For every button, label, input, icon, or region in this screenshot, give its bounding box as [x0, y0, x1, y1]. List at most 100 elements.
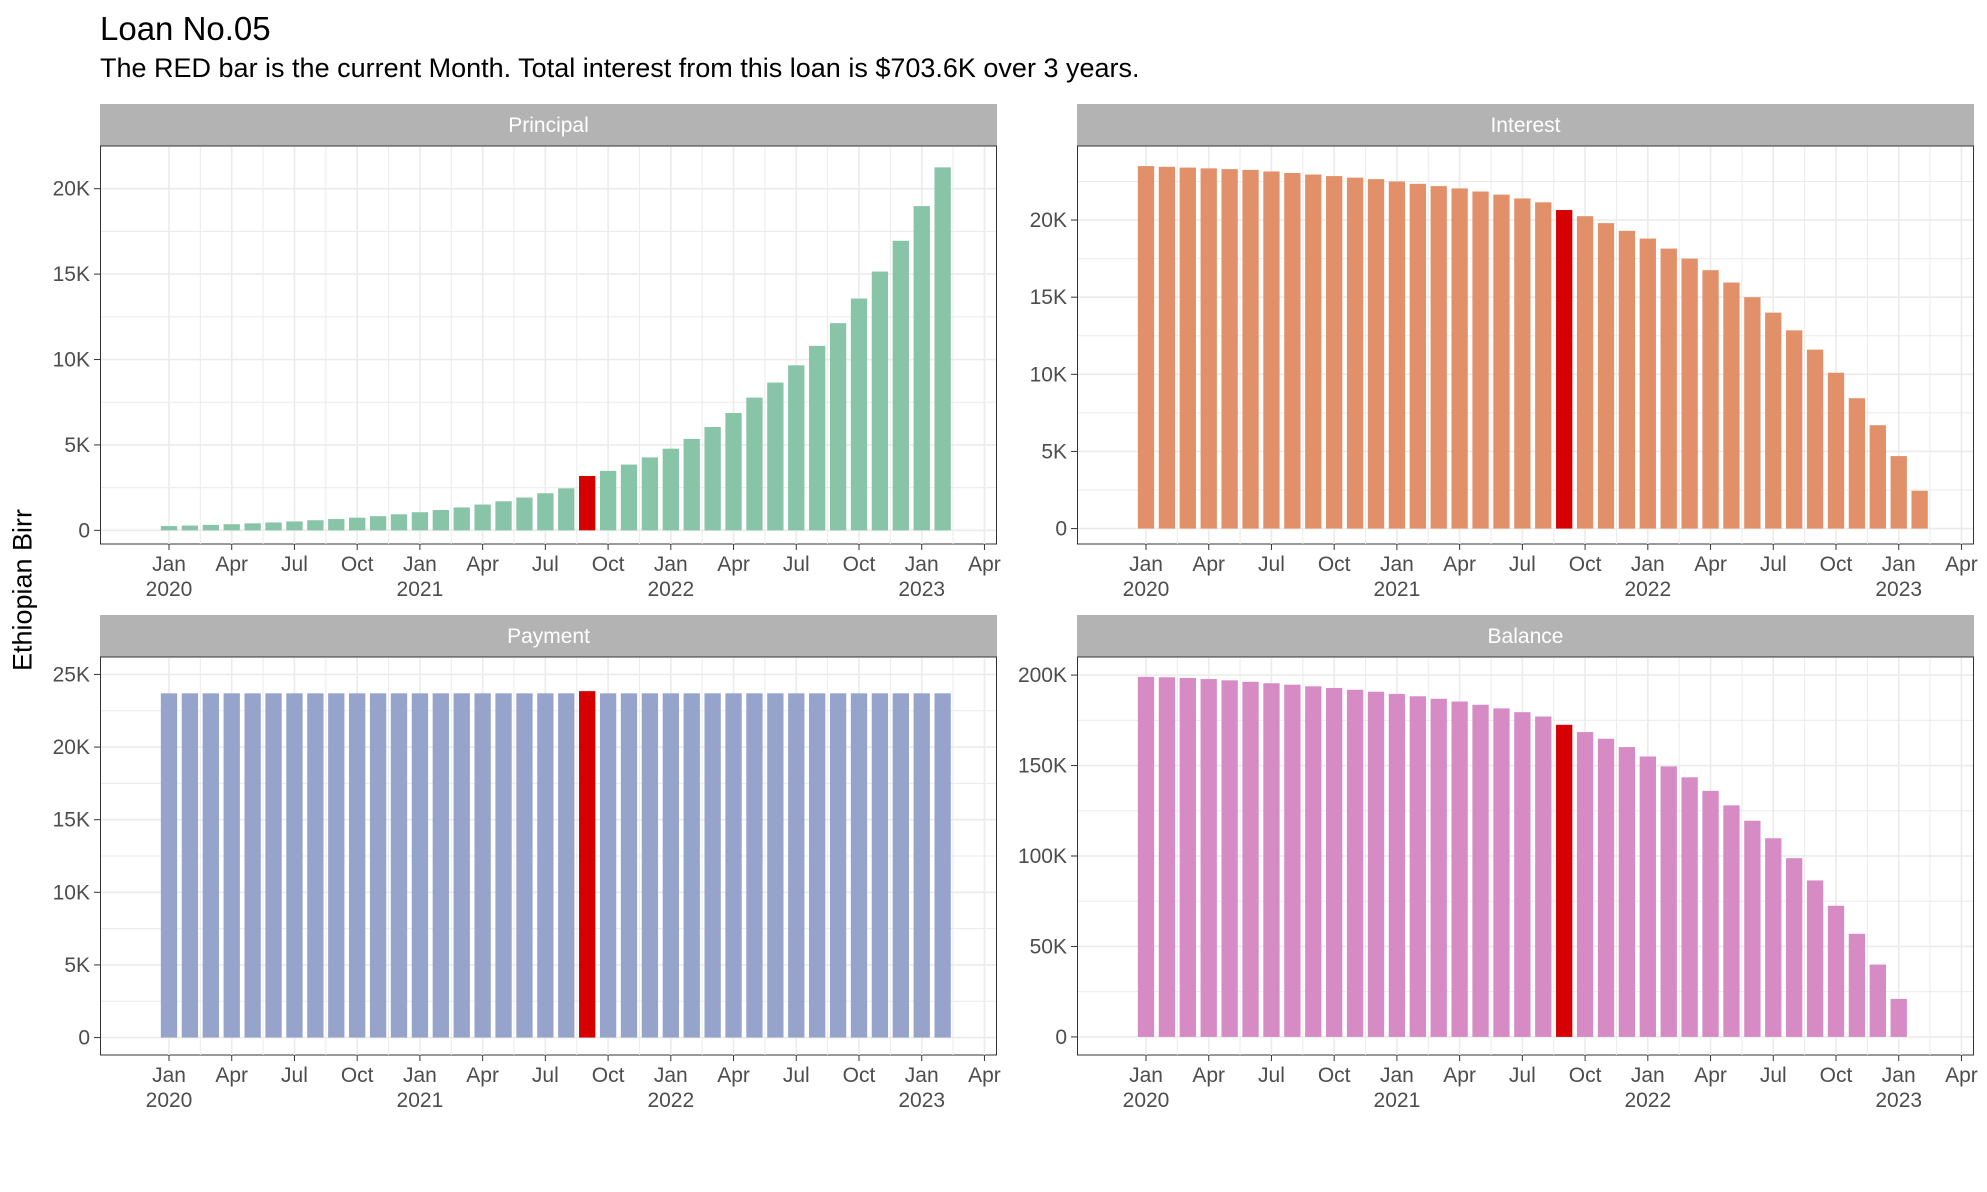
- bar: [537, 493, 554, 531]
- x-tick-label: Apr: [1443, 1064, 1476, 1087]
- bar: [181, 693, 199, 1038]
- x-tick-label: Jan: [1380, 553, 1414, 576]
- x-tick-label: Jul: [1509, 1064, 1536, 1087]
- bar: [1388, 693, 1406, 1037]
- bar: [1639, 756, 1656, 1037]
- bar: [767, 693, 784, 1038]
- x-tick-label: 2021: [397, 578, 444, 601]
- bar: [850, 693, 868, 1038]
- bar: [641, 693, 659, 1038]
- bar: [788, 365, 805, 531]
- bar: [1451, 701, 1468, 1037]
- bar: [1493, 194, 1510, 529]
- bar: [1367, 691, 1385, 1037]
- bar: [1765, 838, 1782, 1037]
- x-tick-label: Apr: [1694, 553, 1727, 576]
- bar: [599, 693, 617, 1038]
- bar: [307, 693, 324, 1038]
- x-tick-label: Jan: [905, 1064, 939, 1087]
- x-tick-label: Apr: [1945, 553, 1978, 576]
- x-tick-label: 2023: [1875, 1089, 1922, 1112]
- bar: [328, 693, 345, 1038]
- bar: [746, 693, 763, 1038]
- bar: [1806, 880, 1824, 1037]
- bar: [558, 693, 575, 1038]
- bar: [1597, 738, 1615, 1037]
- x-tick-label: Jan: [654, 553, 688, 576]
- facet-strip-label: Payment: [507, 625, 590, 648]
- y-tick-label: 20K: [53, 736, 90, 759]
- bar: [495, 693, 512, 1038]
- bar: [1158, 677, 1176, 1037]
- bar: [265, 522, 282, 531]
- bar: [829, 323, 847, 531]
- x-tick-label: Jul: [281, 553, 308, 576]
- x-tick-label: 2023: [898, 1089, 945, 1112]
- x-tick-label: 2021: [1374, 1089, 1421, 1112]
- bar: [1514, 712, 1531, 1037]
- y-tick-label: 10K: [53, 349, 90, 372]
- bar: [390, 693, 408, 1038]
- bar: [850, 298, 868, 531]
- x-tick-label: Oct: [843, 553, 876, 576]
- facet-strip: [100, 615, 997, 657]
- bar: [1535, 716, 1552, 1037]
- y-tick-label: 200K: [1018, 664, 1067, 687]
- bar: [1409, 183, 1426, 529]
- bar: [1723, 805, 1740, 1037]
- bar: [662, 693, 679, 1038]
- bar: [1660, 766, 1677, 1037]
- bar: [1242, 169, 1259, 529]
- x-tick-label: Apr: [215, 553, 248, 576]
- bar-current-month: [1556, 724, 1573, 1037]
- bar: [1660, 248, 1677, 529]
- bar: [181, 525, 199, 531]
- x-tick-label: Jul: [783, 553, 810, 576]
- chart-subtitle: The RED bar is the current Month. Total …: [100, 53, 1140, 83]
- bar: [809, 693, 826, 1038]
- y-tick-label: 15K: [53, 809, 90, 832]
- x-tick-label: Jul: [1258, 1064, 1285, 1087]
- bar: [683, 438, 700, 531]
- y-tick-label: 0: [78, 519, 90, 542]
- x-tick-label: Jan: [654, 1064, 688, 1087]
- bar: [1179, 677, 1196, 1037]
- y-tick-label: 100K: [1018, 845, 1067, 868]
- x-tick-label: Oct: [341, 1064, 374, 1087]
- x-tick-label: Jan: [1882, 553, 1916, 576]
- y-tick-label: 15K: [1030, 286, 1067, 309]
- bar: [1305, 686, 1322, 1037]
- x-tick-label: 2020: [146, 1089, 193, 1112]
- bar: [1514, 198, 1531, 529]
- facet-strip: [1077, 615, 1974, 657]
- bar: [495, 501, 512, 531]
- bar: [1890, 998, 1907, 1037]
- bar: [1576, 216, 1594, 529]
- bar: [1869, 964, 1886, 1037]
- x-tick-label: Apr: [717, 553, 750, 576]
- x-tick-label: 2022: [1624, 578, 1671, 601]
- bar: [453, 507, 470, 531]
- x-tick-label: 2022: [647, 1089, 694, 1112]
- x-tick-label: 2023: [898, 578, 945, 601]
- bar: [1493, 708, 1510, 1037]
- bar: [1618, 747, 1636, 1037]
- y-tick-label: 5K: [1041, 440, 1067, 463]
- y-tick-label: 20K: [53, 178, 90, 201]
- bar: [1346, 689, 1364, 1037]
- bar: [411, 512, 429, 531]
- bar: [516, 693, 533, 1038]
- bar: [913, 693, 930, 1038]
- x-tick-label: Apr: [466, 1064, 499, 1087]
- bar: [432, 510, 449, 531]
- bar: [432, 693, 449, 1038]
- bar: [725, 412, 742, 531]
- bar: [1827, 905, 1845, 1037]
- bar: [1576, 732, 1594, 1037]
- bar: [1848, 398, 1866, 529]
- x-tick-label: Apr: [968, 1064, 1001, 1087]
- x-tick-label: Jul: [532, 553, 559, 576]
- bar: [1388, 181, 1406, 529]
